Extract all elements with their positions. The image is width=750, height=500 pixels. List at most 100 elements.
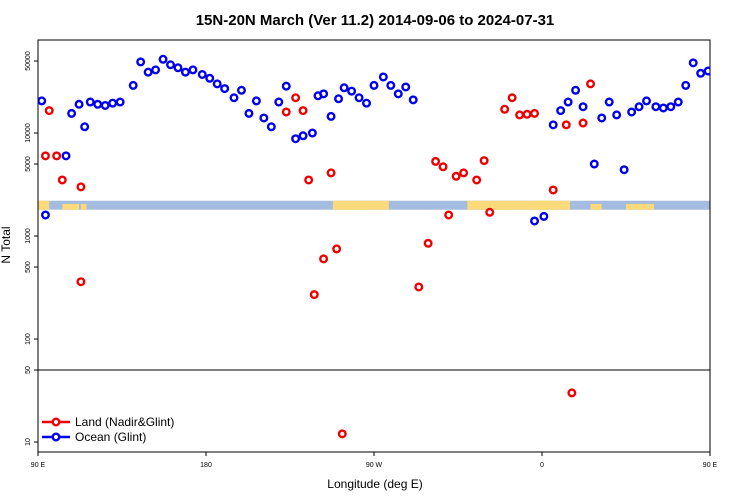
y-tick-label: 50 [25,366,32,374]
legend: Land (Nadir&Glint)Ocean (Glint) [42,415,174,444]
land-point [444,210,454,220]
ocean-point [548,120,558,130]
ocean-point [229,93,239,103]
land-point [52,151,62,161]
land-point [319,254,329,264]
ocean-point [339,83,349,93]
land-patch [590,203,602,210]
ocean-point [334,94,344,104]
ocean-point [696,68,706,78]
land-point [479,156,489,166]
ocean-point [266,122,276,132]
y-tick-label: 10 [25,438,32,446]
legend-label: Ocean (Glint) [75,430,146,444]
data-points [38,54,727,439]
ocean-point [67,108,77,118]
ocean-point [115,97,125,107]
land-patch [344,203,367,210]
x-tick-label: 90 E [31,462,46,469]
land-point [298,106,308,116]
legend-item: Ocean (Glint) [42,430,146,444]
land-patch [62,203,80,210]
land-point [76,277,86,287]
x-tick-label: 90 W [366,462,383,469]
ocean-point [180,67,190,77]
ocean-point [326,111,336,121]
ocean-point [38,96,47,106]
ocean-point [136,57,146,67]
ocean-point [386,80,396,90]
land-patch [467,200,554,210]
ocean-point [597,113,607,123]
ocean-point [658,103,668,113]
ocean-point [393,89,403,99]
ocean-point [666,102,676,112]
ocean-point [298,131,308,141]
ocean-point [212,79,222,89]
ocean-point [681,80,691,90]
land-point [326,168,336,178]
land-point [567,388,577,398]
ocean-point [612,110,622,120]
ocean-point [74,99,84,109]
land-point [438,162,448,172]
y-tick-label: 50000 [25,51,32,71]
land-patch [80,203,87,210]
land-point [561,120,571,130]
ocean-point [563,97,573,107]
ocean-point [712,56,719,63]
land-point [548,185,558,195]
land-point [500,104,510,114]
land-point [57,175,67,185]
y-tick-label: 500 [25,261,32,273]
ocean-point [401,82,411,92]
ocean-point [143,67,153,77]
ocean-point [651,102,661,112]
ocean-point [173,63,183,73]
land-point [522,109,532,119]
ocean-point [100,100,110,110]
ocean-point [40,210,50,220]
ocean-point [642,96,652,106]
ocean-point [319,89,329,99]
ocean-point [251,96,261,106]
ocean-point [369,80,379,90]
ocean-point [688,58,698,68]
x-axis-label: Longitude (deg E) [327,477,422,491]
ocean-point [236,85,246,95]
ocean-point [61,151,71,161]
ocean-point [408,95,418,105]
chart-title: 15N-20N March (Ver 11.2) 2014-09-06 to 2… [196,12,555,29]
land-point [472,175,482,185]
legend-label: Land (Nadir&Glint) [75,415,174,429]
land-point [304,175,314,185]
ocean-point [80,122,90,132]
ocean-point [578,102,588,112]
y-tick-label: 1000 [25,228,32,244]
ocean-point [93,99,103,109]
land-point [451,171,461,181]
ocean-point [604,97,614,107]
ocean-point [720,62,727,69]
land-point [281,107,291,117]
y-axis-label: N Total [0,226,13,263]
ocean-point [274,97,284,107]
land-point [76,182,86,192]
ocean-point [151,65,161,75]
x-tick-label: 180 [200,462,212,469]
x-axis: 90 E 180 90 W 0 90 E [31,452,718,469]
land-point [586,79,596,89]
ocean-point [281,81,291,91]
ocean-point [378,72,388,82]
land-point [291,93,301,103]
land-point [332,244,342,254]
ocean-point [166,60,176,70]
land-patch [626,203,654,210]
plot-frame [37,39,711,453]
land-point [515,110,525,120]
ocean-point [307,128,317,138]
land-point [40,151,50,161]
ocean-point [197,69,207,79]
ocean-point [244,108,254,118]
